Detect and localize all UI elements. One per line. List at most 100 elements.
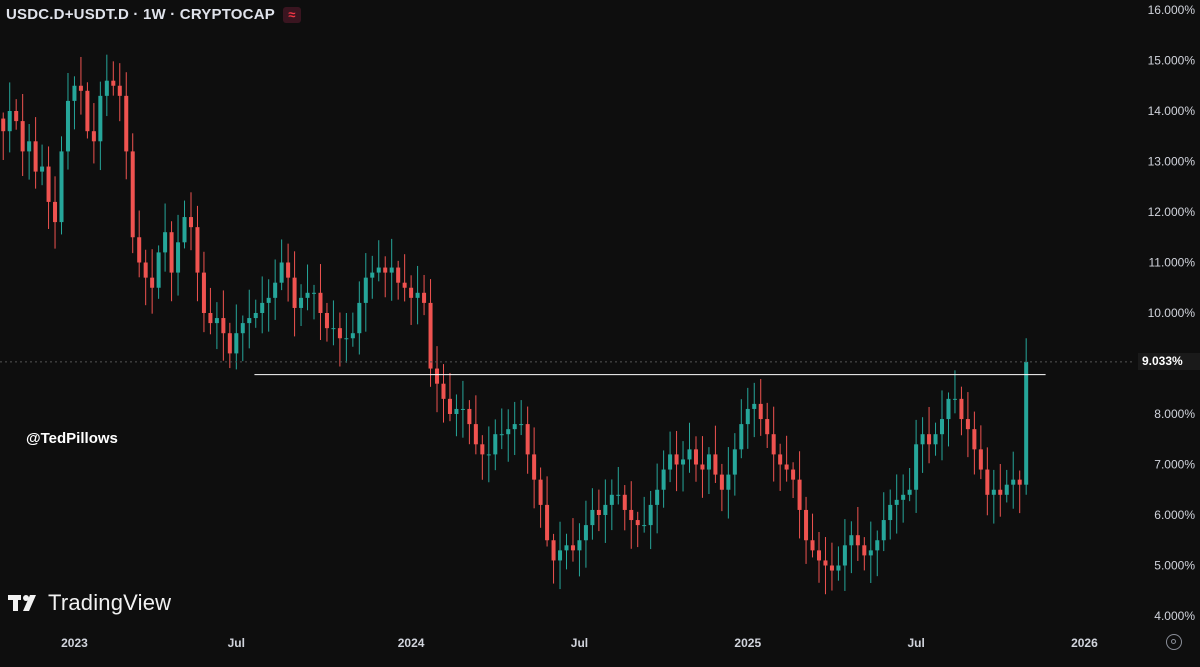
candle — [409, 275, 414, 325]
candle-body — [447, 398, 452, 414]
candle-body — [706, 454, 711, 470]
candle-body — [240, 323, 245, 334]
candle-body — [273, 282, 278, 298]
candle — [499, 408, 504, 450]
candle-body — [383, 267, 388, 273]
y-tick-label: 16.000% — [1148, 3, 1196, 17]
candle — [486, 426, 491, 483]
candle — [603, 479, 608, 543]
candle-body — [1024, 361, 1029, 485]
candle-body — [629, 509, 634, 521]
candle-body — [182, 217, 187, 243]
candle-body — [855, 535, 860, 546]
candle-body — [435, 368, 440, 384]
candle — [991, 469, 996, 524]
candle — [901, 474, 906, 523]
candle-body — [344, 338, 349, 340]
candle-body — [583, 525, 588, 541]
candle-body — [687, 449, 692, 460]
candle-body — [914, 444, 919, 490]
candle-body — [59, 151, 64, 223]
symbol-title[interactable]: USDC.D+USDT.D · 1W · CRYPTOCAP ≈ — [6, 6, 301, 24]
candle-body — [370, 272, 375, 278]
candle — [1024, 338, 1029, 495]
y-tick-label: 13.000% — [1148, 155, 1196, 169]
candle-body — [1, 118, 6, 132]
candle — [888, 489, 893, 540]
candle — [985, 447, 990, 516]
candle-body — [661, 469, 666, 490]
candle — [286, 243, 291, 302]
candle-body — [745, 408, 750, 425]
candle-body — [208, 313, 213, 324]
candle — [344, 312, 349, 363]
candle-body — [674, 454, 679, 465]
approx-icon[interactable]: ≈ — [282, 7, 301, 24]
candle — [1004, 469, 1009, 503]
candle — [525, 406, 530, 474]
candle — [771, 406, 776, 482]
y-tick-label: 8.000% — [1154, 407, 1195, 421]
x-tick-label: 2026 — [1071, 636, 1098, 650]
candle — [182, 200, 187, 249]
candle — [234, 304, 239, 370]
tradingview-brand[interactable]: TradingView — [8, 590, 171, 616]
candle — [564, 533, 569, 570]
candle — [752, 382, 757, 438]
candle-body — [201, 272, 206, 313]
candle — [642, 496, 647, 533]
candle-body — [493, 434, 498, 455]
settings-icon[interactable] — [1166, 634, 1182, 650]
candle-body — [681, 459, 686, 465]
candle — [816, 531, 822, 583]
candle — [104, 54, 109, 117]
candle-body — [965, 419, 970, 430]
candle-body — [357, 302, 362, 334]
candle — [98, 81, 103, 171]
candle-body — [98, 95, 103, 142]
last-price-tag: 9.033% — [1138, 353, 1200, 370]
candle-body — [933, 434, 938, 445]
candle-body — [234, 333, 239, 354]
candle — [700, 436, 705, 498]
candle-body — [648, 504, 653, 526]
candle — [435, 346, 440, 413]
candle — [914, 419, 919, 513]
candle-body — [143, 262, 148, 278]
candle — [357, 281, 362, 355]
tradingview-logo-icon — [8, 595, 36, 611]
candle — [739, 399, 744, 459]
candle — [1011, 451, 1016, 509]
candle-body — [350, 333, 355, 339]
candle-body — [402, 282, 407, 288]
candle — [862, 537, 867, 571]
candle-body — [797, 479, 802, 510]
candle — [894, 474, 899, 534]
candle-body — [609, 494, 614, 505]
candle-body — [804, 509, 809, 541]
candle — [299, 284, 304, 327]
candle-body — [564, 545, 569, 551]
candle-body — [778, 454, 783, 465]
candle-body — [972, 429, 977, 450]
candle — [570, 518, 575, 562]
candle — [253, 299, 258, 328]
candle-body — [104, 80, 109, 96]
candle — [428, 279, 433, 387]
y-tick-label: 11.000% — [1149, 256, 1196, 270]
candle — [454, 394, 459, 437]
candle-body — [752, 403, 757, 409]
candle — [266, 279, 271, 332]
candle — [829, 542, 834, 591]
y-tick-label: 4.000% — [1154, 609, 1195, 623]
candle-body — [512, 424, 517, 430]
x-tick-label: 2025 — [734, 636, 761, 650]
candle-body — [655, 489, 660, 505]
candle — [143, 249, 148, 306]
candle-body — [713, 454, 718, 475]
candle — [473, 395, 478, 455]
candle-body — [467, 408, 472, 425]
candle — [655, 463, 660, 534]
candles — [1, 54, 1029, 595]
